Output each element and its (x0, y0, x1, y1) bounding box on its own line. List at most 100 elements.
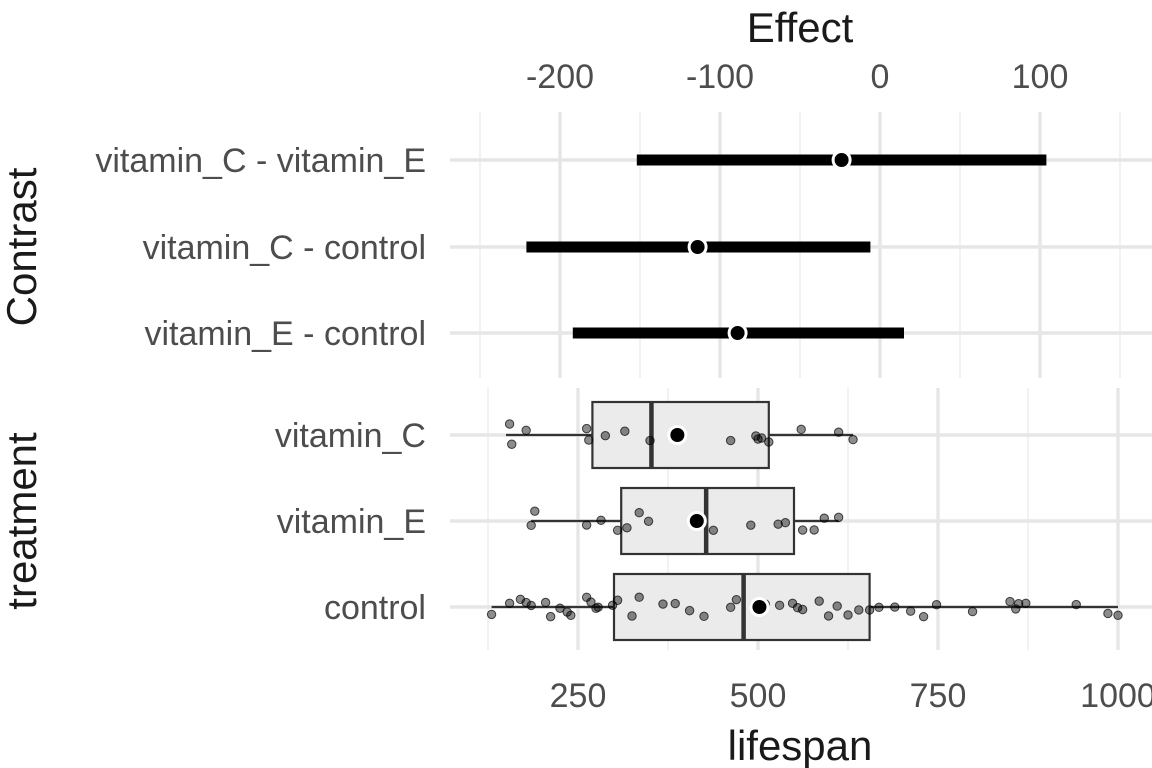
data-point (584, 435, 594, 445)
data-point (832, 601, 842, 611)
data-point (796, 424, 806, 435)
data-point (890, 602, 900, 612)
data-point (814, 596, 824, 606)
lifespan-y-axis-title: treatment (0, 432, 45, 610)
data-point (504, 419, 515, 429)
data-point (756, 433, 767, 443)
data-point (507, 439, 517, 449)
data-point (1021, 598, 1031, 608)
data-point (612, 595, 623, 605)
data-point (823, 611, 834, 621)
data-point (555, 603, 565, 613)
data-point (643, 516, 654, 526)
data-point (774, 600, 785, 611)
data-point (1011, 604, 1021, 614)
data-point (645, 435, 655, 446)
data-point (622, 523, 632, 533)
data-point (658, 599, 668, 609)
data-point (764, 437, 774, 447)
lifespan-x-tick-label: 250 (550, 677, 607, 715)
effects-y-axis-title: Contrast (0, 167, 45, 326)
data-point (725, 435, 736, 446)
data-point (581, 423, 592, 434)
data-point (670, 598, 680, 609)
effect-estimate-point (831, 150, 852, 170)
box (591, 400, 770, 470)
effects-marks (526, 150, 1047, 343)
labels: -200 -100 0 100 250 500 750 1000 vitamin_C - vit… (95, 58, 1152, 715)
data-point (600, 431, 611, 441)
data-point (1005, 596, 1015, 607)
data-point (521, 597, 531, 608)
data-point (486, 609, 497, 620)
contrast-label: vitamin_C - vitamin_E (95, 142, 426, 180)
data-point (596, 515, 606, 525)
data-point (586, 597, 596, 607)
data-point (725, 602, 736, 613)
effect-estimate-point (727, 323, 748, 343)
data-point (634, 508, 644, 518)
effect-estimate-point (687, 237, 708, 257)
data-point (521, 425, 531, 436)
data-point (593, 602, 603, 612)
contrast-label: vitamin_E - control (144, 315, 426, 353)
data-point (773, 519, 783, 529)
data-point (562, 607, 572, 617)
data-point (833, 512, 844, 523)
data-point (874, 602, 884, 613)
data-point (684, 605, 695, 616)
lifespan-marks (486, 400, 1123, 642)
data-point (931, 600, 942, 610)
data-point (809, 525, 819, 535)
data-point (833, 427, 844, 437)
lifespan-x-tick-label: 750 (910, 677, 967, 715)
lifespan-x-tick-label: 1000 (1080, 677, 1152, 715)
data-point (854, 605, 864, 615)
data-point (526, 600, 536, 611)
data-point (581, 520, 592, 530)
data-point (540, 597, 551, 608)
data-point (634, 592, 644, 602)
data-point (905, 606, 916, 616)
data-point (1071, 599, 1081, 610)
mean-point (686, 511, 707, 531)
data-point (753, 434, 763, 444)
data-point (746, 520, 756, 530)
data-point (918, 611, 929, 622)
data-point (566, 610, 576, 621)
effects-x-tick-label: 0 (871, 58, 890, 96)
data-point (731, 594, 742, 605)
data-point (864, 605, 875, 615)
data-point (848, 434, 858, 445)
data-point (699, 611, 709, 622)
data-point (1103, 608, 1113, 619)
data-point (1113, 610, 1123, 621)
effects-x-axis-title: Effect (747, 4, 854, 51)
mean-point (749, 597, 770, 617)
data-point (792, 602, 803, 613)
data-point (843, 610, 853, 620)
treatment-label: vitamin_E (277, 503, 426, 541)
lifespan-x-tick-label: 500 (730, 677, 787, 715)
lifespan-x-axis-title: lifespan (728, 722, 873, 768)
treatment-label: control (324, 589, 426, 627)
treatment-label: vitamin_C (275, 417, 426, 455)
data-point (819, 513, 829, 523)
data-point (504, 598, 515, 609)
data-point (620, 426, 630, 436)
data-point (545, 611, 556, 622)
effects-x-tick-label: -100 (686, 58, 754, 96)
data-point (797, 604, 808, 615)
data-point (797, 525, 808, 535)
data-point (526, 520, 536, 531)
data-point (530, 506, 540, 516)
mean-point (667, 425, 688, 445)
data-point (612, 525, 623, 535)
effects-x-tick-label: -200 (526, 58, 594, 96)
contrast-label: vitamin_C - control (143, 229, 426, 267)
data-point (967, 606, 978, 617)
data-point (627, 611, 637, 621)
data-point (780, 518, 791, 528)
